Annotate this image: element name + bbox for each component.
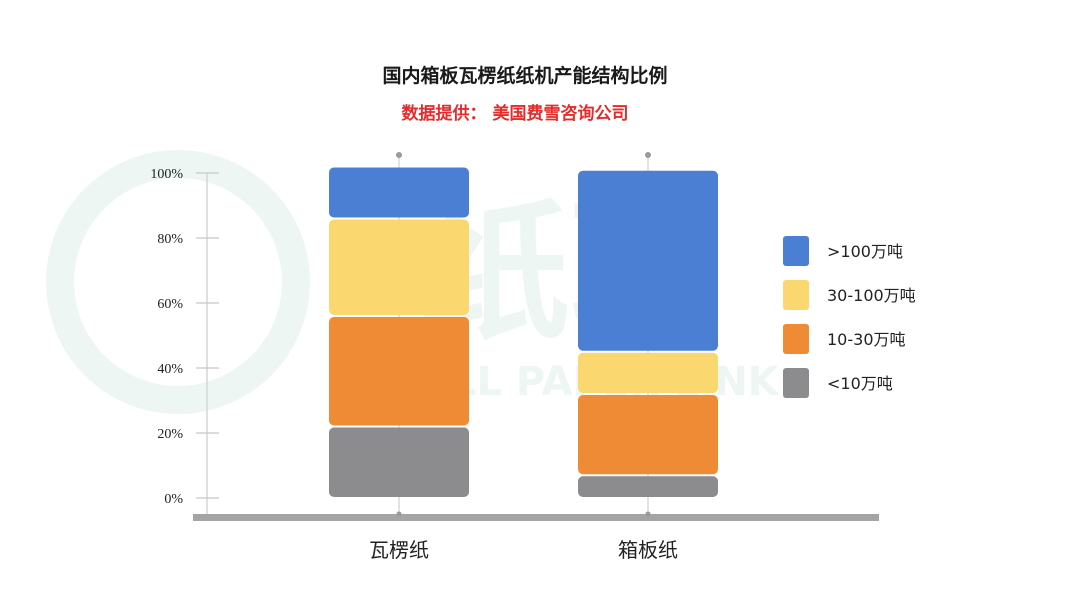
y-axis: 0% 20% 40% 60% 80% 100% — [150, 167, 879, 521]
bar-segment — [578, 476, 718, 497]
watermark-logo-ring — [46, 150, 310, 414]
bar-bottom-dot — [396, 511, 402, 517]
chart-title: 国内箱板瓦楞纸纸机产能结构比例 — [382, 64, 667, 87]
legend-label: 30-100万吨 — [827, 286, 916, 305]
y-tick-label: 60% — [157, 297, 183, 312]
legend: >100万吨 30-100万吨 10-30万吨 <10万吨 — [783, 236, 916, 398]
legend-label: >100万吨 — [827, 242, 903, 261]
bar-top-dot — [645, 152, 651, 158]
chart-subtitle: 数据提供： 美国费雪咨询公司 — [402, 103, 629, 124]
x-category-label: 瓦楞纸 — [369, 538, 429, 562]
legend-label: <10万吨 — [827, 374, 893, 393]
bar-segment — [329, 219, 469, 315]
bars: 瓦楞纸 箱板纸 — [329, 152, 718, 562]
legend-label: 10-30万吨 — [827, 330, 906, 349]
bar-top-dot — [396, 152, 402, 158]
y-tick-label: 0% — [164, 492, 183, 507]
bar-segment — [578, 395, 718, 475]
legend-swatch — [783, 236, 809, 266]
legend-swatch — [783, 324, 809, 354]
y-tick-label: 80% — [157, 232, 183, 247]
legend-swatch — [783, 368, 809, 398]
bar-bottom-dot — [645, 511, 651, 517]
bar-segment — [329, 317, 469, 426]
bar-segment — [578, 352, 718, 393]
y-tick-label: 20% — [157, 427, 183, 442]
y-tick-label: 100% — [150, 167, 183, 182]
y-tick-label: 40% — [157, 362, 183, 377]
bar-segment — [329, 427, 469, 497]
x-category-label: 箱板纸 — [618, 538, 678, 562]
bar-segment — [578, 170, 718, 351]
legend-swatch — [783, 280, 809, 310]
x-axis-baseline — [193, 514, 879, 521]
bar-segment — [329, 167, 469, 218]
